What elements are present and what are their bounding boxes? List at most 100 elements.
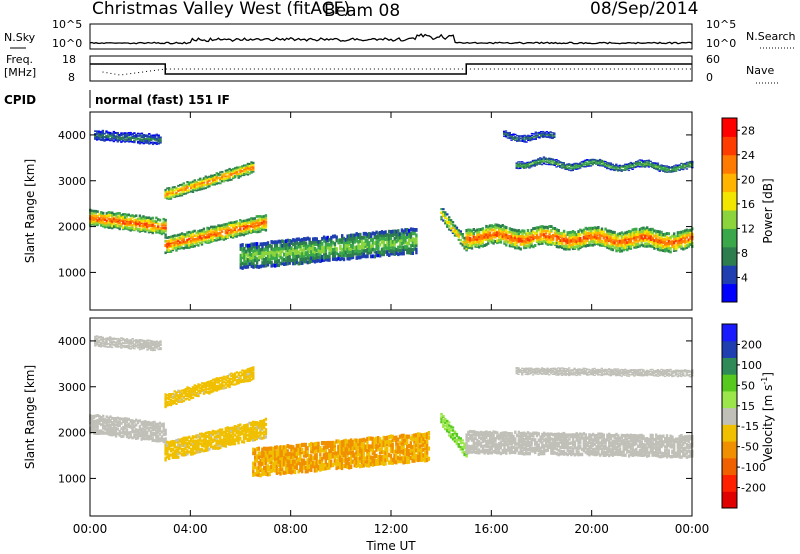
data-cell [504,133,508,135]
data-cell [233,222,237,226]
data-cell [248,165,251,168]
data-cell [571,243,575,246]
data-cell [215,172,218,175]
data-cell [120,224,123,228]
data-cell [224,235,227,238]
data-cell [199,236,202,239]
data-cell [487,235,490,239]
data-cell [241,172,244,175]
data-cell [615,239,618,243]
data-cell [105,212,108,215]
data-cell [627,237,631,241]
data-cell [164,401,167,404]
data-cell [553,234,557,238]
data-cell [202,227,206,231]
data-cell [516,139,519,141]
data-cell [245,249,248,254]
data-cell [208,185,211,188]
data-cell [530,235,533,239]
data-cell [595,236,598,240]
data-cell [638,161,641,164]
data-cell [235,220,238,223]
data-cell [444,222,447,225]
data-cell [444,220,447,223]
data-cell [213,176,217,179]
data-cell [242,426,246,430]
data-cell [339,251,342,255]
power-ylabel: Slant Range [km] [23,159,37,263]
colorbar-tick-label: 8 [741,247,748,260]
data-cell [525,237,528,241]
data-cell [202,440,206,444]
data-cell [195,448,198,452]
data-cell [322,235,326,240]
data-cell [589,165,593,167]
data-cell [112,134,116,137]
data-cell [222,179,226,182]
data-cell [328,245,331,250]
data-cell [215,177,218,180]
data-cell [629,167,632,169]
data-cell [206,240,209,243]
data-cell [674,168,678,170]
data-cell [226,222,229,226]
data-cell [168,443,171,447]
data-cell [144,140,147,142]
data-cell [324,239,328,243]
data-cell [202,438,206,442]
data-cell [173,237,176,241]
data-cell [237,172,240,175]
data-cell [606,165,609,168]
data-cell [144,425,147,428]
data-cell [600,234,604,237]
data-cell [191,441,195,445]
data-cell [326,254,329,259]
data-cell [629,166,632,168]
data-cell [566,245,569,249]
data-cell [306,250,309,255]
data-cell [221,174,224,177]
data-cell [222,225,226,228]
data-cell [503,133,506,136]
data-cell [411,243,414,247]
data-cell [259,430,262,433]
data-cell [304,251,308,255]
data-cell [568,233,571,237]
data-cell [114,132,117,134]
data-cell [133,137,136,140]
data-cell [544,231,548,235]
data-cell [200,434,204,438]
data-cell [105,130,108,133]
data-cell [253,431,257,434]
data-cell [446,217,449,220]
data-cell [391,251,395,256]
data-cell [250,164,253,167]
data-cell [640,230,643,234]
data-cell [635,161,638,163]
data-cell [530,231,533,235]
data-cell [306,236,309,241]
data-cell [272,252,275,257]
data-cell [257,255,261,260]
data-cell [244,225,247,228]
data-cell [157,218,160,221]
data-cell [503,233,506,237]
data-cell [348,242,351,247]
data-cell [590,236,593,240]
data-cell [519,162,522,165]
data-cell [164,448,167,452]
data-cell [604,235,607,239]
data-cell [177,452,180,456]
data-cell [264,220,268,224]
data-cell [123,138,127,141]
data-cell [105,424,108,428]
data-cell [284,239,288,244]
data-cell [270,250,273,255]
data-cell [171,188,175,191]
data-cell [272,263,275,268]
data-cell [526,234,530,238]
data-cell [166,400,169,403]
data-cell [487,230,490,234]
data-cell [211,445,215,449]
data-cell [386,233,389,237]
